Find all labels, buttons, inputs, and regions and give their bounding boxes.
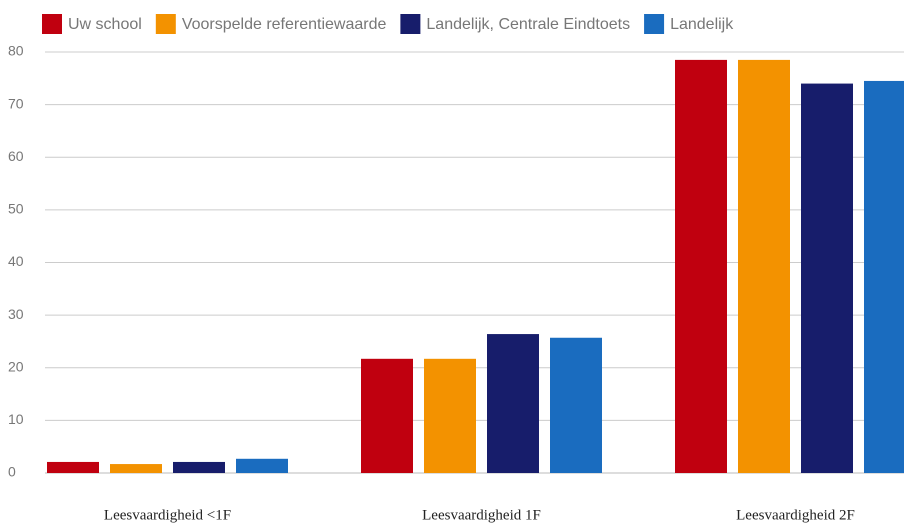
bar: [675, 59, 727, 474]
bar: [47, 461, 99, 473]
y-tick-label: 30: [8, 306, 24, 322]
bar: [361, 358, 413, 473]
bar: [487, 334, 539, 473]
legend-swatch: [400, 14, 421, 34]
y-tick-label: 20: [8, 358, 24, 374]
bar: [173, 461, 225, 473]
bar: [424, 358, 476, 473]
x-tick-label: Leesvaardigheid <1F: [104, 507, 231, 523]
legend-swatch: [644, 14, 665, 34]
bar: [801, 83, 853, 473]
y-tick-label: 0: [8, 464, 16, 480]
bar: [738, 59, 790, 474]
legend-label: Landelijk: [670, 16, 734, 33]
x-tick-label: Leesvaardigheid 2F: [736, 507, 855, 523]
legend-label: Uw school: [68, 16, 142, 33]
y-tick-label: 60: [8, 148, 24, 164]
legend-label: Voorspelde referentiewaarde: [182, 16, 387, 33]
y-tick-label: 40: [8, 253, 24, 269]
bar: [110, 464, 162, 473]
legend-label: Landelijk, Centrale Eindtoets: [426, 16, 630, 33]
legend-swatch: [42, 14, 62, 34]
bar: [550, 337, 602, 473]
bar: [236, 458, 288, 473]
bar: [864, 80, 904, 473]
y-tick-label: 80: [8, 43, 24, 59]
y-tick-label: 10: [8, 411, 24, 427]
y-tick-label: 50: [8, 201, 24, 217]
y-tick-label: 70: [8, 95, 24, 111]
legend-swatch: [155, 14, 176, 34]
x-tick-label: Leesvaardigheid 1F: [422, 507, 541, 523]
